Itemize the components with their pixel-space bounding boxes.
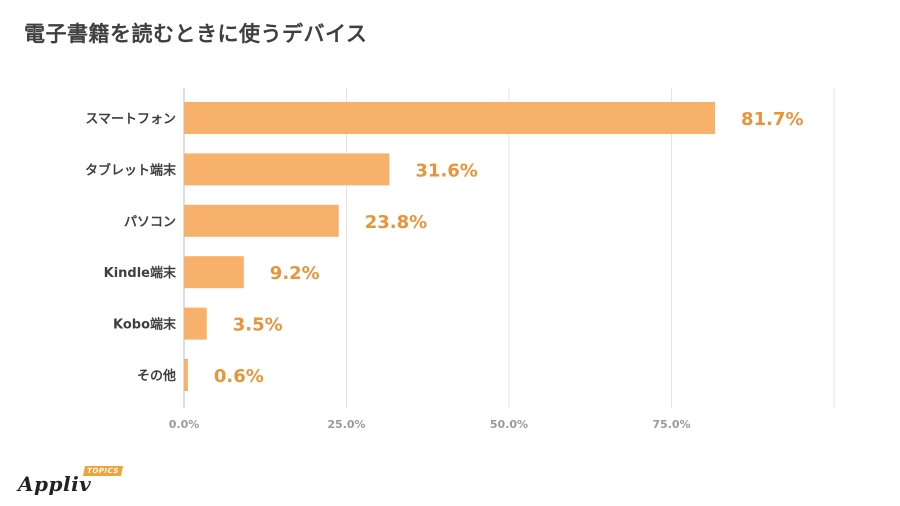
value-label: 3.5% <box>233 315 283 336</box>
bar <box>184 102 716 134</box>
bar <box>184 359 188 391</box>
value-label: 9.2% <box>270 263 320 284</box>
bar-chart: 0.0% 25.0% 50.0% 75.0% スマートフォン 81.7% タブレット端末 31… <box>85 88 835 431</box>
category-label: Kobo端末 <box>113 317 177 333</box>
labels: 0.0% 25.0% 50.0% 75.0% スマートフォン 81.7% タブレット端末 31… <box>85 109 804 431</box>
bar <box>184 307 207 340</box>
bar <box>184 256 244 289</box>
x-tick-label: 0.0% <box>169 418 200 431</box>
category-label: Kindle端末 <box>104 265 177 281</box>
category-label: パソコン <box>124 215 176 230</box>
x-tick-label: 25.0% <box>327 418 365 431</box>
appliv-topics-logo: Appliv TOPICS <box>18 466 128 500</box>
bar <box>184 204 339 237</box>
gridlines <box>183 88 835 408</box>
category-label: スマートフォン <box>85 112 176 127</box>
logo-wordmark: Appliv <box>18 472 92 496</box>
bars <box>184 102 716 391</box>
value-label: 81.7% <box>741 109 803 130</box>
bar <box>184 153 390 186</box>
logo-badge: TOPICS <box>82 466 123 476</box>
x-tick-label: 75.0% <box>652 418 690 431</box>
value-label: 0.6% <box>214 366 264 387</box>
x-tick-label: 50.0% <box>490 418 528 431</box>
value-label: 31.6% <box>415 160 477 181</box>
chart-title: 電子書籍を読むときに使うデバイス <box>24 22 368 46</box>
category-label: その他 <box>137 368 176 384</box>
category-label: タブレット端末 <box>85 162 177 178</box>
value-label: 23.8% <box>365 212 427 233</box>
